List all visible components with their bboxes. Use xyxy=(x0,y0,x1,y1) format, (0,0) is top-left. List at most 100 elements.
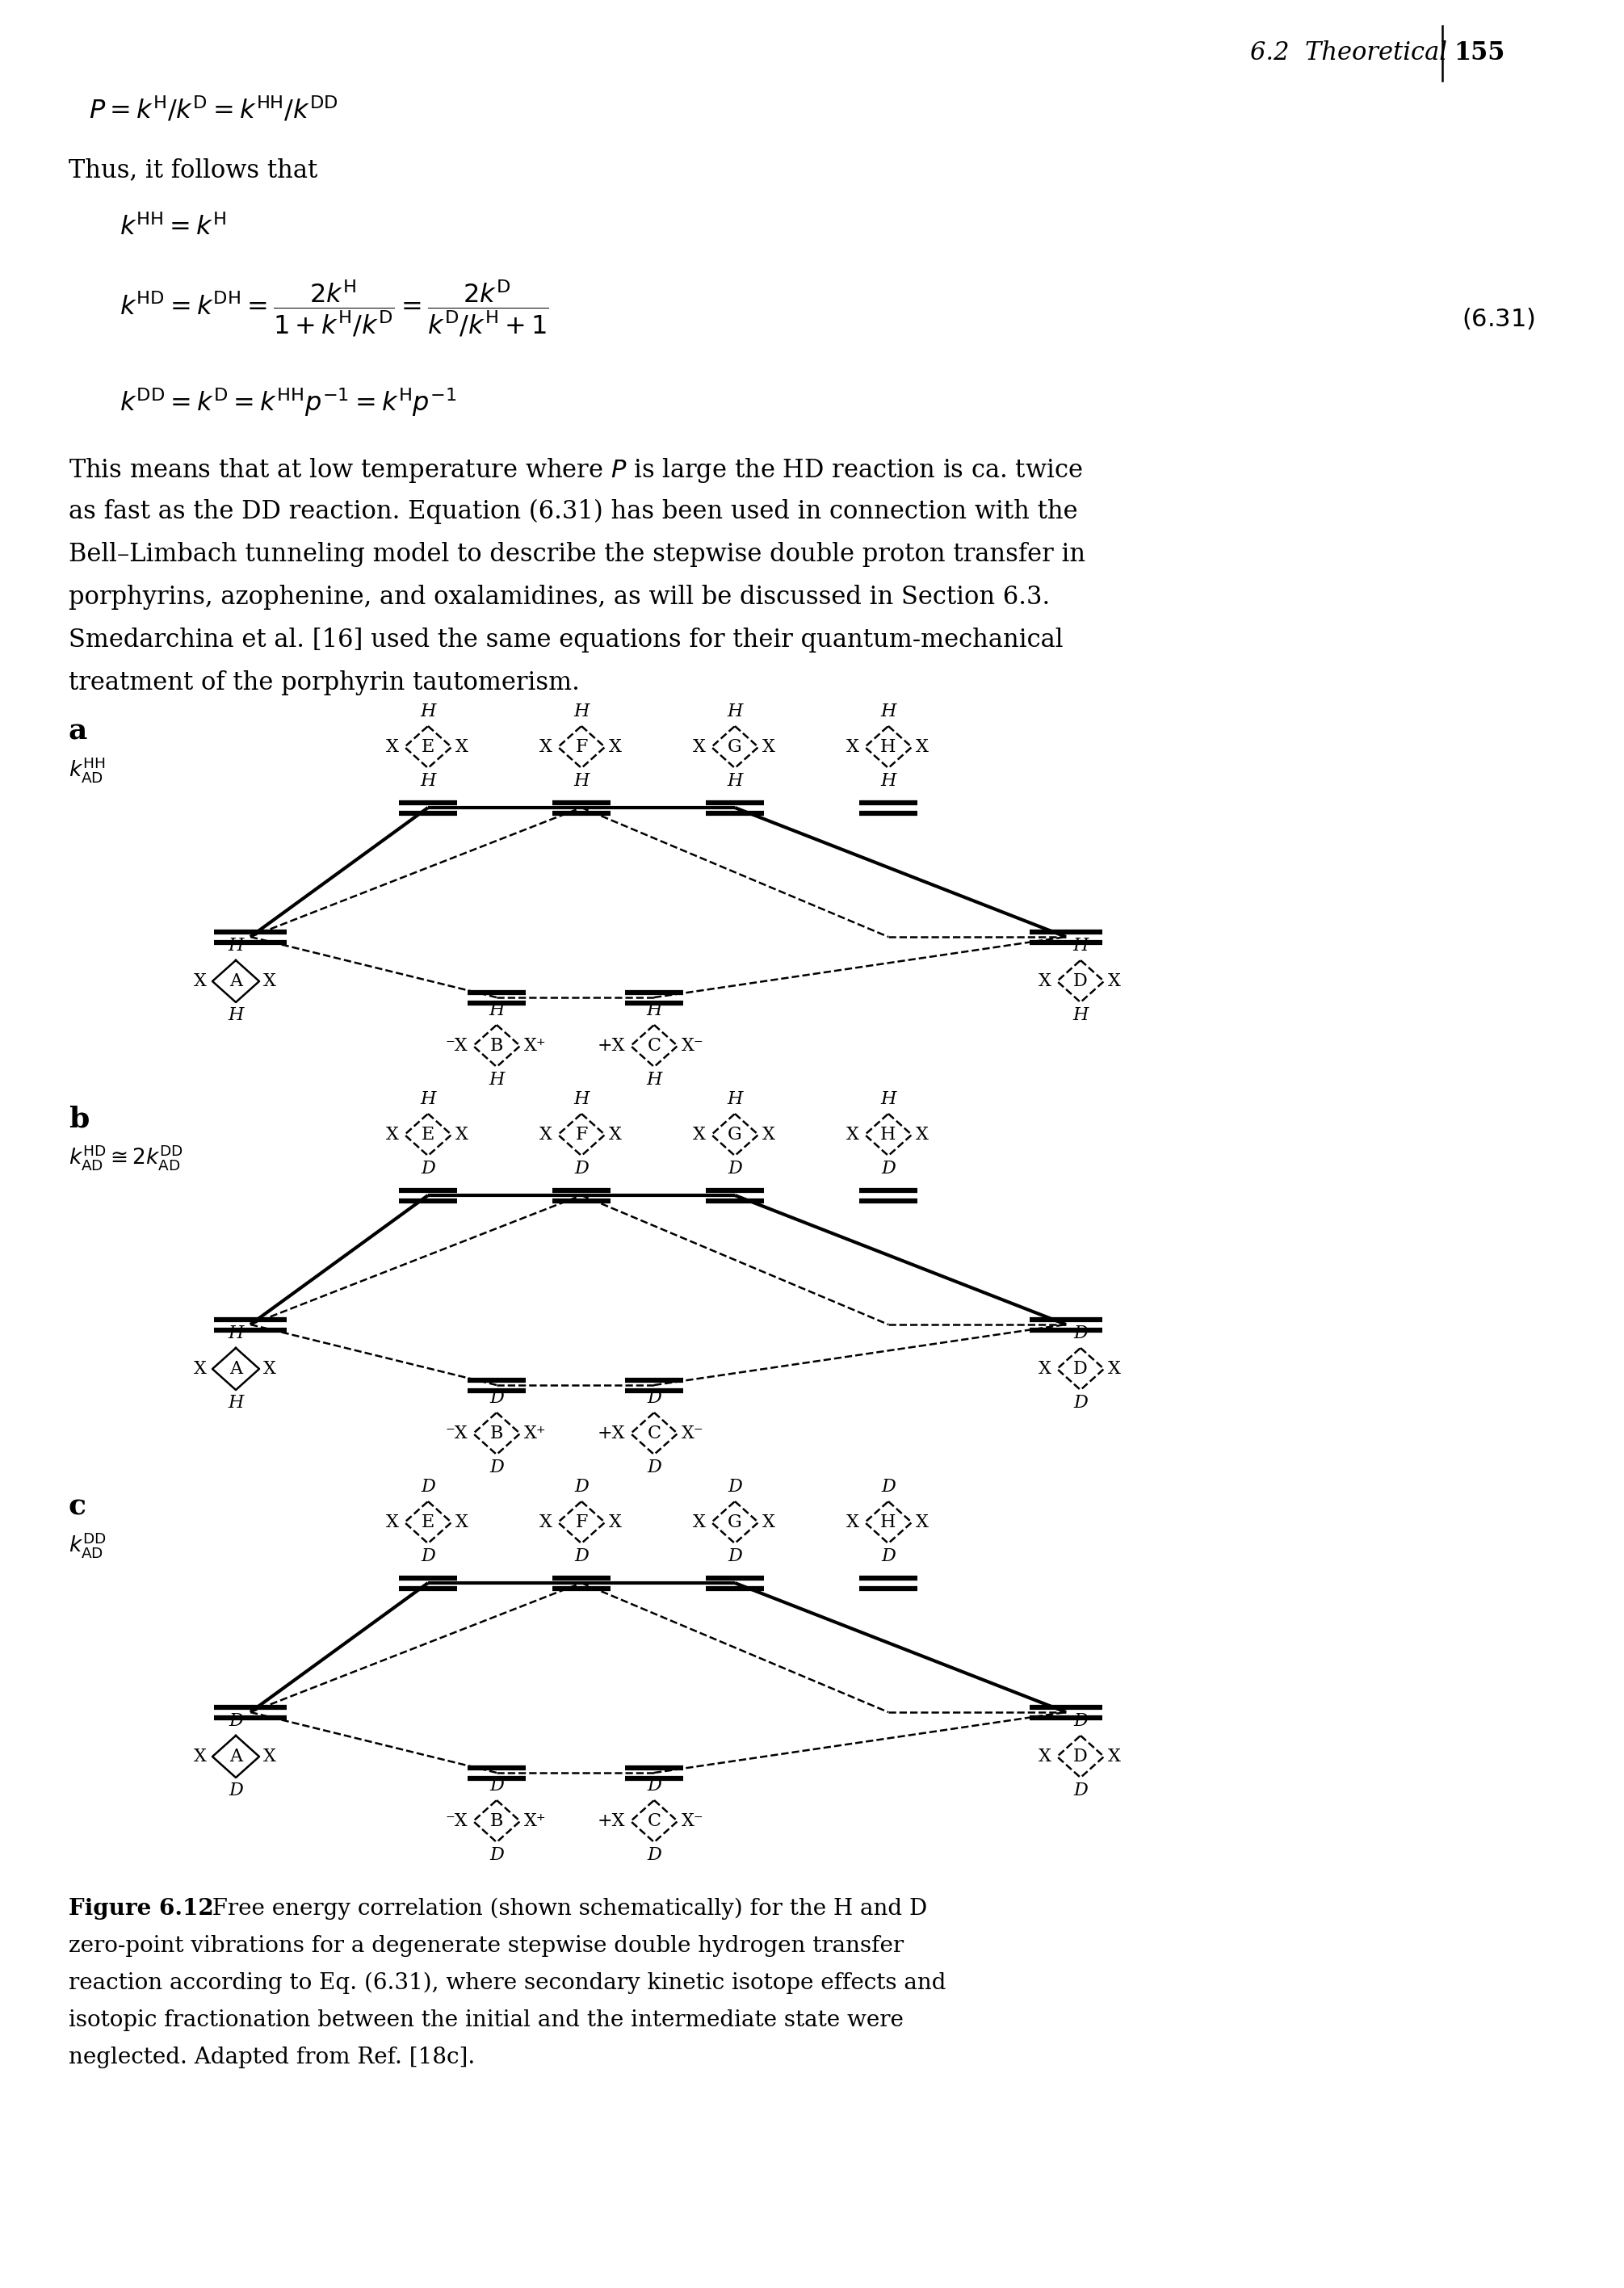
Text: D: D xyxy=(882,1478,895,1496)
Text: H: H xyxy=(646,1071,663,1089)
Text: B: B xyxy=(490,1036,503,1055)
Text: E: E xyxy=(422,739,435,755)
Text: D: D xyxy=(728,1478,742,1496)
Text: X⁺: X⁺ xyxy=(525,1425,546,1441)
Text: +X: +X xyxy=(598,1812,625,1830)
Text: treatment of the porphyrin tautomerism.: treatment of the porphyrin tautomerism. xyxy=(68,670,580,696)
Text: D: D xyxy=(1073,1782,1088,1798)
Text: H: H xyxy=(646,1002,663,1018)
Text: X: X xyxy=(916,1126,929,1144)
Text: X: X xyxy=(846,739,859,755)
Text: H: H xyxy=(880,771,896,789)
Text: $k^\mathrm{HD}_\mathrm{AD} \cong 2k^\mathrm{DD}_\mathrm{AD}$: $k^\mathrm{HD}_\mathrm{AD} \cong 2k^\mat… xyxy=(68,1142,184,1171)
Text: X: X xyxy=(762,1512,775,1531)
Text: X⁻: X⁻ xyxy=(682,1425,703,1441)
Text: C: C xyxy=(648,1812,661,1830)
Text: H: H xyxy=(421,771,435,789)
Text: C: C xyxy=(648,1425,661,1441)
Text: Thus, it follows that: Thus, it follows that xyxy=(68,158,318,183)
Text: zero-point vibrations for a degenerate stepwise double hydrogen transfer: zero-point vibrations for a degenerate s… xyxy=(68,1936,905,1956)
Text: D: D xyxy=(575,1478,588,1496)
Text: $k^\mathrm{HD} = k^\mathrm{DH} = \dfrac{2k^\mathrm{H}}{1+k^\mathrm{H}/k^\mathrm{: $k^\mathrm{HD} = k^\mathrm{DH} = \dfrac{… xyxy=(120,279,549,339)
Text: D: D xyxy=(575,1160,588,1178)
Text: X: X xyxy=(263,1748,276,1766)
Text: X: X xyxy=(455,739,468,755)
Text: X: X xyxy=(846,1126,859,1144)
Text: D: D xyxy=(575,1547,588,1565)
Text: H: H xyxy=(227,1007,244,1025)
Text: ⁻X: ⁻X xyxy=(445,1425,468,1441)
Text: X: X xyxy=(1108,1359,1121,1377)
Text: X: X xyxy=(762,1126,775,1144)
Text: X: X xyxy=(609,1126,622,1144)
Text: ⁻X: ⁻X xyxy=(445,1812,468,1830)
Text: X: X xyxy=(1039,972,1051,991)
Text: D: D xyxy=(229,1782,244,1798)
Text: H: H xyxy=(728,771,742,789)
Text: b: b xyxy=(68,1105,89,1133)
Text: X: X xyxy=(193,1359,206,1377)
Text: H: H xyxy=(1073,1007,1088,1025)
Text: isotopic fractionation between the initial and the intermediate state were: isotopic fractionation between the initi… xyxy=(68,2009,903,2032)
Text: $k^\mathrm{DD}_\mathrm{AD}$: $k^\mathrm{DD}_\mathrm{AD}$ xyxy=(68,1531,106,1560)
Text: X: X xyxy=(609,1512,622,1531)
Text: X: X xyxy=(263,1359,276,1377)
Text: D: D xyxy=(489,1457,503,1476)
Text: H: H xyxy=(728,1091,742,1107)
Text: F: F xyxy=(575,739,588,755)
Text: D: D xyxy=(646,1457,661,1476)
Text: D: D xyxy=(1073,1711,1088,1730)
Text: X: X xyxy=(539,1126,552,1144)
Text: H: H xyxy=(728,702,742,721)
Text: X: X xyxy=(609,739,622,755)
Text: D: D xyxy=(421,1478,435,1496)
Text: D: D xyxy=(421,1160,435,1178)
Text: $P = k^\mathrm{H}/k^\mathrm{D} = k^\mathrm{HH}/k^\mathrm{DD}$: $P = k^\mathrm{H}/k^\mathrm{D} = k^\math… xyxy=(89,96,338,124)
Text: D: D xyxy=(489,1846,503,1865)
Text: X⁺: X⁺ xyxy=(525,1812,546,1830)
Text: D: D xyxy=(1073,1325,1088,1343)
Text: X⁻: X⁻ xyxy=(682,1036,703,1055)
Text: H: H xyxy=(573,1091,590,1107)
Text: D: D xyxy=(1073,1359,1088,1377)
Text: B: B xyxy=(490,1425,503,1441)
Text: porphyrins, azophenine, and oxalamidines, as will be discussed in Section 6.3.: porphyrins, azophenine, and oxalamidines… xyxy=(68,586,1051,611)
Text: H: H xyxy=(573,702,590,721)
Text: F: F xyxy=(575,1512,588,1531)
Text: H: H xyxy=(227,1393,244,1412)
Text: X: X xyxy=(762,739,775,755)
Text: X: X xyxy=(916,1512,929,1531)
Text: A: A xyxy=(229,1748,242,1766)
Text: D: D xyxy=(421,1547,435,1565)
Text: X: X xyxy=(1108,972,1121,991)
Text: H: H xyxy=(489,1002,505,1018)
Text: $(6.31)$: $(6.31)$ xyxy=(1462,307,1535,332)
Text: X: X xyxy=(263,972,276,991)
Text: as fast as the DD reaction. Equation (6.31) has been used in connection with the: as fast as the DD reaction. Equation (6.… xyxy=(68,499,1078,524)
Text: X: X xyxy=(693,1126,706,1144)
Text: G: G xyxy=(728,1512,742,1531)
Text: H: H xyxy=(421,702,435,721)
Text: X: X xyxy=(193,1748,206,1766)
Text: E: E xyxy=(422,1126,435,1144)
Text: D: D xyxy=(1073,1748,1088,1766)
Text: D: D xyxy=(882,1547,895,1565)
Text: D: D xyxy=(489,1389,503,1407)
Text: Bell–Limbach tunneling model to describe the stepwise double proton transfer in: Bell–Limbach tunneling model to describe… xyxy=(68,542,1085,567)
Text: X: X xyxy=(193,972,206,991)
Text: D: D xyxy=(489,1778,503,1794)
Text: X: X xyxy=(846,1512,859,1531)
Text: H: H xyxy=(880,1512,896,1531)
Text: X: X xyxy=(1108,1748,1121,1766)
Text: X: X xyxy=(455,1126,468,1144)
Text: X: X xyxy=(539,739,552,755)
Text: X: X xyxy=(539,1512,552,1531)
Text: X: X xyxy=(916,739,929,755)
Text: D: D xyxy=(646,1846,661,1865)
Text: H: H xyxy=(573,771,590,789)
Text: 155: 155 xyxy=(1453,41,1505,66)
Text: H: H xyxy=(227,1325,244,1343)
Text: Smedarchina et al. [16] used the same equations for their quantum-mechanical: Smedarchina et al. [16] used the same eq… xyxy=(68,627,1064,652)
Text: C: C xyxy=(648,1036,661,1055)
Text: G: G xyxy=(728,739,742,755)
